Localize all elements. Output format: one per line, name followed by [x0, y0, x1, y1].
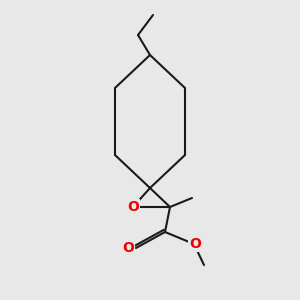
Text: O: O [127, 200, 139, 214]
Text: O: O [122, 241, 134, 255]
Text: O: O [189, 237, 201, 251]
